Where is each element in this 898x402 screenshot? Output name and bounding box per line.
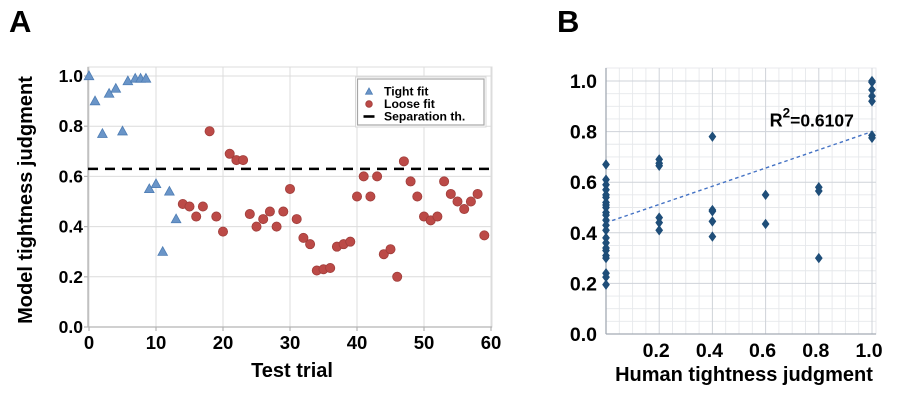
panel-b-trend-line	[605, 130, 873, 224]
panel-b-y-tick: 0.6	[570, 172, 597, 194]
panel-b-grid	[605, 67, 877, 335]
panel-b-axes	[605, 68, 876, 335]
panel-a-x-tick: 30	[280, 332, 301, 353]
panel-a-loose-fit-series	[177, 126, 490, 282]
panel-a-axes	[84, 67, 492, 331]
panel-b-x-tick: 0.8	[802, 340, 829, 362]
panel-b-x-tick: 0.4	[696, 340, 723, 362]
panel-a-x-tick: 60	[481, 332, 502, 353]
panel-a-x-tick: 40	[347, 332, 368, 353]
panel-a-x-tick-labels: 0 10 20 30 40 50 60	[84, 332, 501, 353]
panel-b-y-tick: 0.8	[570, 122, 597, 144]
panel-b-x-tick: 0.6	[749, 340, 776, 362]
panel-a-x-tick: 0	[84, 332, 94, 353]
legend-entry-loose-fit: Loose fit	[365, 97, 435, 111]
panel-a-y-tick: 0.4	[59, 217, 84, 237]
legend-label: Loose fit	[384, 97, 435, 111]
panel-b-x-tick: 1.0	[855, 340, 882, 362]
panel-a-y-tick-labels: 0.0 0.2 0.4 0.6 0.8 1.0	[59, 66, 84, 337]
panel-a-tight-fit-series	[83, 70, 182, 256]
panel-a-y-tick: 0.0	[59, 317, 84, 337]
panel-b-x-axis-label: Human tightness judgment	[615, 364, 873, 386]
legend-entry-tight-fit: Tight fit	[364, 85, 428, 99]
panel-b-label: B	[557, 4, 580, 39]
panel-b-x-tick: 0.2	[643, 340, 670, 362]
panel-b-annotation: R2=0.6107	[770, 106, 854, 131]
panel-b-model-vs-human-judgment-series	[602, 75, 876, 290]
panel-a-x-tick: 50	[414, 332, 435, 353]
panel-b-r-squared-annotation: R2=0.6107	[770, 106, 854, 131]
panel-b-y-tick-labels: 0.0 0.2 0.4 0.6 0.8 1.0	[570, 71, 597, 346]
panel-a-y-tick: 0.8	[59, 116, 84, 136]
legend-label: Separation th.	[384, 110, 465, 124]
panel-a-x-axis-label: Test trial	[251, 360, 333, 382]
panel-a-y-axis-label: Model tightness judgment	[15, 76, 37, 324]
panel-a-x-tick: 10	[146, 332, 167, 353]
panel-b-y-tick: 1.0	[570, 71, 597, 93]
panel-a-y-tick: 0.6	[59, 166, 84, 186]
panel-b-y-tick: 0.0	[570, 324, 597, 346]
panel-b-y-tick: 0.2	[570, 273, 597, 295]
panel-a-y-tick: 1.0	[59, 66, 84, 86]
panel-b-x-tick-labels: 0.2 0.4 0.6 0.8 1.0	[643, 340, 883, 362]
panel-a-label: A	[9, 4, 32, 39]
panel-b-y-tick: 0.4	[570, 223, 597, 245]
legend-entry-separation-th: Separation th.	[363, 110, 465, 124]
legend-label: Tight fit	[384, 85, 428, 99]
panel-a-x-tick: 20	[213, 332, 234, 353]
panel-a-y-tick: 0.2	[59, 267, 84, 287]
